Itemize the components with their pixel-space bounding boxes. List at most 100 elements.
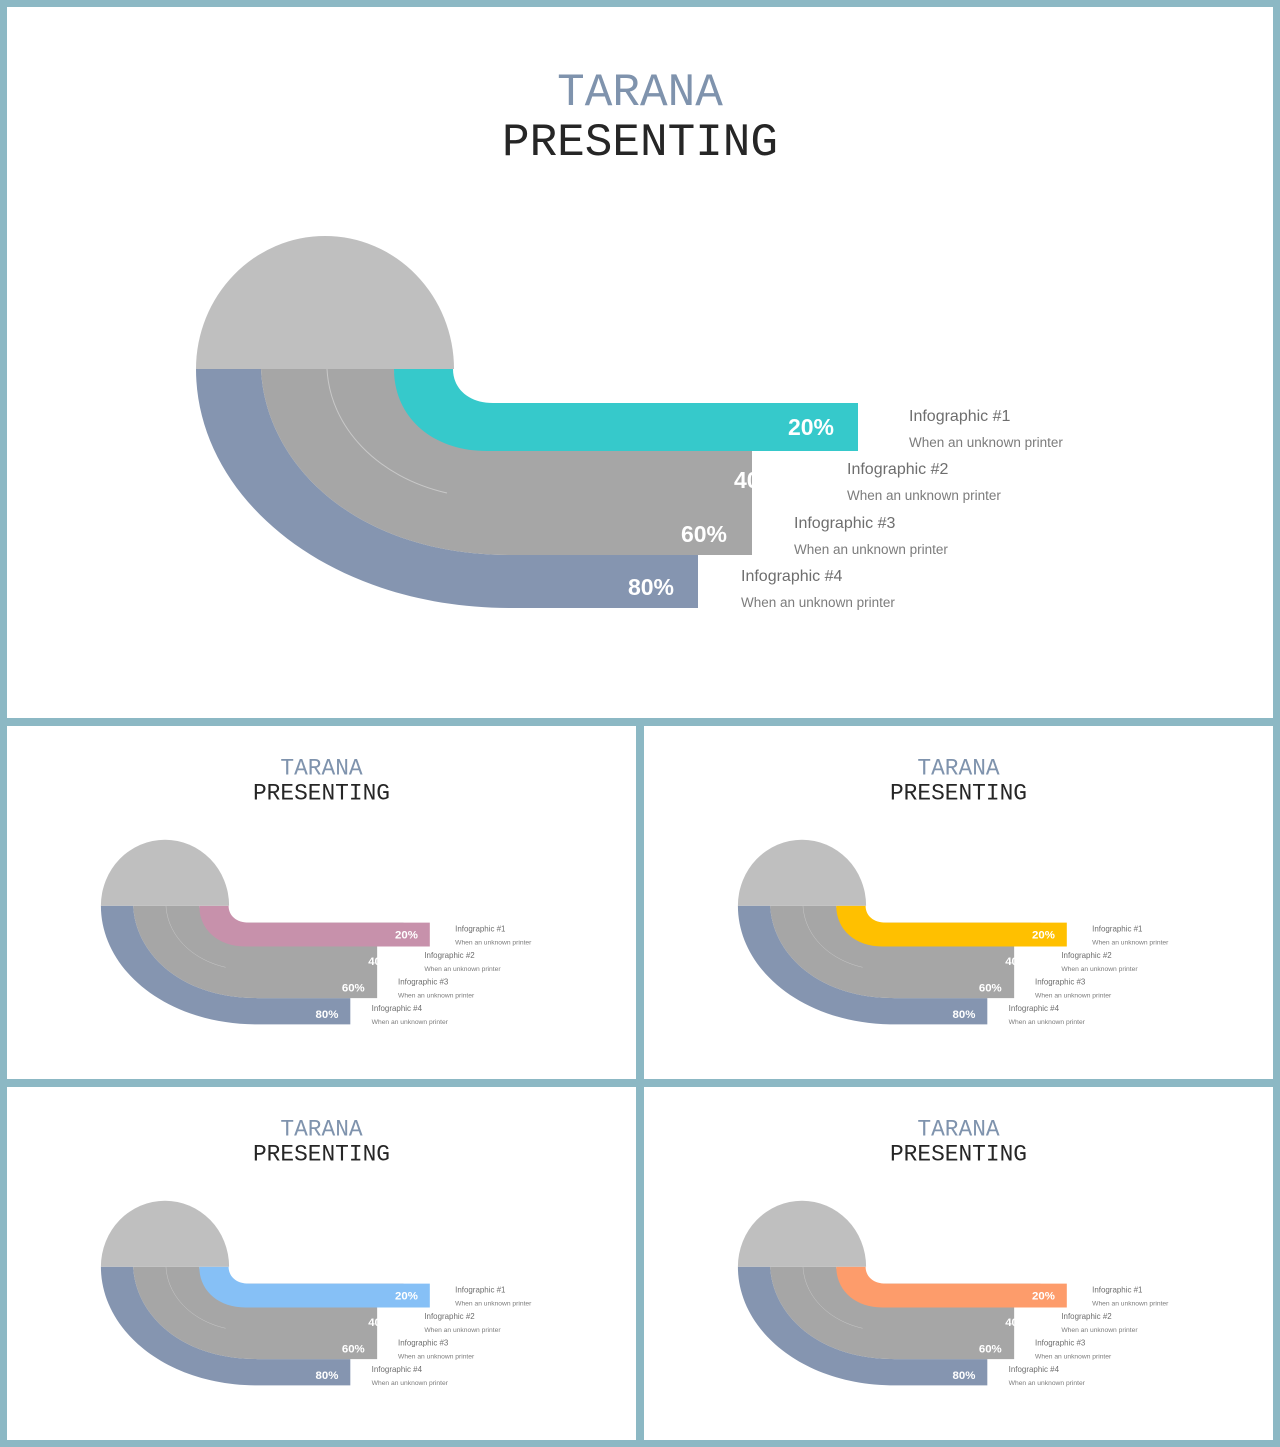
title-top: TARANA <box>557 67 723 119</box>
percent-label-4: 80% <box>953 1009 976 1021</box>
item-description-4: When an unknown printer <box>741 595 895 610</box>
item-label-1: Infographic #1 <box>1092 1286 1143 1295</box>
item-description-2: When an unknown printer <box>424 966 501 973</box>
percent-label-3: 60% <box>681 521 727 547</box>
percent-label-2: 40% <box>368 956 391 968</box>
item-description-4: When an unknown printer <box>1009 1380 1086 1387</box>
band-80 <box>737 905 988 1025</box>
percent-label-3: 60% <box>342 983 365 995</box>
item-label-4: Infographic #4 <box>1009 1365 1060 1374</box>
title-bottom: PRESENTING <box>253 1141 390 1167</box>
band-20 <box>836 1266 1067 1308</box>
item-description-3: When an unknown printer <box>398 993 475 1000</box>
title-bottom: PRESENTING <box>253 780 390 806</box>
title-top: TARANA <box>917 1117 1000 1143</box>
band-20 <box>199 905 430 947</box>
item-label-3: Infographic #3 <box>398 978 449 987</box>
percent-label-1: 20% <box>1032 929 1055 941</box>
item-label-2: Infographic #2 <box>847 461 949 478</box>
item-description-1: When an unknown printer <box>909 435 1063 450</box>
item-description-1: When an unknown printer <box>455 939 532 946</box>
band-80 <box>737 1266 988 1386</box>
percent-label-3: 60% <box>979 1344 1002 1356</box>
item-description-4: When an unknown printer <box>1009 1019 1086 1026</box>
band-divider <box>802 905 863 968</box>
percent-label-3: 60% <box>979 983 1002 995</box>
slide-main[interactable]: TARANA PRESENTING 20% Infographic #1 When an… <box>7 7 1273 718</box>
percent-label-2: 40% <box>734 467 780 493</box>
title-bottom: PRESENTING <box>890 1141 1027 1167</box>
percent-label-4: 80% <box>316 1009 339 1021</box>
slide-thumbnail-pink[interactable]: TARANA PRESENTING 20% Infographic #1 When an… <box>7 726 636 1079</box>
item-label-1: Infographic #1 <box>455 925 506 934</box>
item-label-2: Infographic #2 <box>424 1312 475 1321</box>
title-bottom: PRESENTING <box>890 780 1027 806</box>
title-top: TARANA <box>280 1117 363 1143</box>
item-label-1: Infographic #1 <box>455 1286 506 1295</box>
percent-label-1: 20% <box>788 414 834 440</box>
semicircle <box>100 839 230 906</box>
item-description-1: When an unknown printer <box>1092 1300 1169 1307</box>
item-label-3: Infographic #3 <box>794 515 896 532</box>
percent-label-4: 80% <box>953 1370 976 1382</box>
item-description-4: When an unknown printer <box>372 1019 449 1026</box>
semicircle <box>100 1200 230 1267</box>
item-description-2: When an unknown printer <box>1061 1327 1138 1334</box>
item-label-2: Infographic #2 <box>424 951 475 960</box>
item-label-3: Infographic #3 <box>1035 978 1086 987</box>
item-description-4: When an unknown printer <box>372 1380 449 1387</box>
percent-label-2: 40% <box>1005 956 1028 968</box>
slide-thumbnail-orange[interactable]: TARANA PRESENTING 20% Infographic #1 When an… <box>644 1087 1273 1440</box>
item-description-3: When an unknown printer <box>1035 1354 1112 1361</box>
item-label-2: Infographic #2 <box>1061 951 1112 960</box>
item-label-4: Infographic #4 <box>372 1004 423 1013</box>
semicircle <box>737 839 867 906</box>
item-label-3: Infographic #3 <box>1035 1339 1086 1348</box>
item-label-4: Infographic #4 <box>741 568 843 585</box>
item-description-2: When an unknown printer <box>1061 966 1138 973</box>
item-description-3: When an unknown printer <box>794 542 948 557</box>
slide-thumbnail-blue[interactable]: TARANA PRESENTING 20% Infographic #1 When an… <box>7 1087 636 1440</box>
semicircle <box>196 236 454 369</box>
percent-label-1: 20% <box>395 1290 418 1302</box>
item-label-3: Infographic #3 <box>398 1339 449 1348</box>
percent-label-2: 40% <box>368 1317 391 1329</box>
band-divider <box>326 368 448 494</box>
item-label-2: Infographic #2 <box>1061 1312 1112 1321</box>
item-description-2: When an unknown printer <box>424 1327 501 1334</box>
item-description-3: When an unknown printer <box>1035 993 1112 1000</box>
title-bottom: PRESENTING <box>502 117 778 169</box>
slide-thumbnail-yellow[interactable]: TARANA PRESENTING 20% Infographic #1 When an… <box>644 726 1273 1079</box>
item-label-1: Infographic #1 <box>909 408 1011 425</box>
band-divider <box>165 905 226 968</box>
percent-label-3: 60% <box>342 1344 365 1356</box>
item-description-1: When an unknown printer <box>1092 939 1169 946</box>
item-label-4: Infographic #4 <box>372 1365 423 1374</box>
item-label-4: Infographic #4 <box>1009 1004 1060 1013</box>
semicircle <box>737 1200 867 1267</box>
band-20 <box>394 369 858 451</box>
title-top: TARANA <box>917 756 1000 782</box>
percent-label-1: 20% <box>395 929 418 941</box>
item-description-3: When an unknown printer <box>398 1354 475 1361</box>
item-description-1: When an unknown printer <box>455 1300 532 1307</box>
band-20 <box>836 905 1067 947</box>
item-description-2: When an unknown printer <box>847 488 1001 503</box>
percent-label-2: 40% <box>1005 1317 1028 1329</box>
band-80 <box>100 1266 351 1386</box>
band-80 <box>100 905 351 1025</box>
percent-label-1: 20% <box>1032 1290 1055 1302</box>
item-label-1: Infographic #1 <box>1092 925 1143 934</box>
percent-label-4: 80% <box>316 1370 339 1382</box>
title-top: TARANA <box>280 756 363 782</box>
band-divider <box>165 1266 226 1329</box>
band-20 <box>199 1266 430 1308</box>
band-80 <box>196 369 698 608</box>
band-divider <box>802 1266 863 1329</box>
percent-label-4: 80% <box>628 574 674 600</box>
